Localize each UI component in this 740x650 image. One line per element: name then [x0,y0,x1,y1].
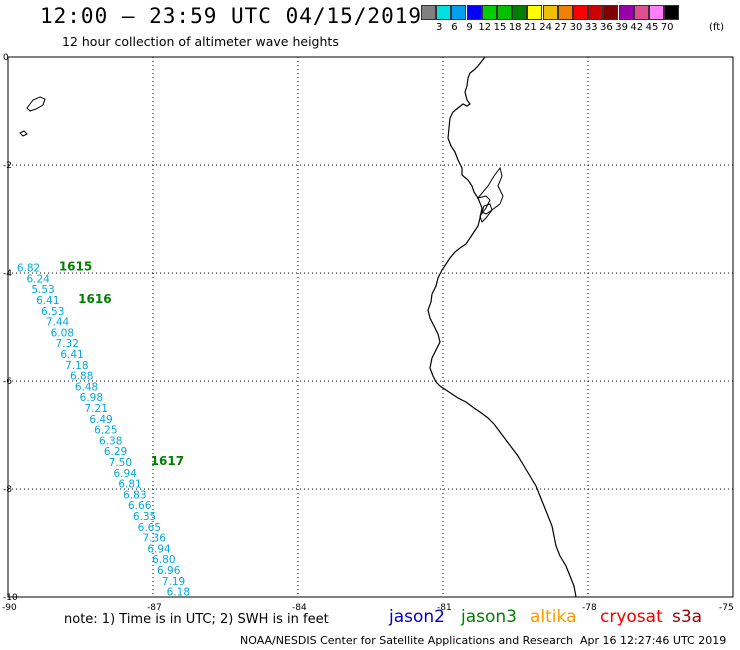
galapagos-island [26,96,46,112]
lat-tick-label: -4 [3,269,12,279]
coastline [427,56,577,598]
swh-value-label: 6.80 [152,554,175,566]
scale-label: 18 [508,22,522,33]
swh-value-label: 6.48 [75,381,98,393]
scale-swatch [618,5,634,20]
pass-time-label: 1615 [59,260,92,274]
scale-label: 30 [569,22,583,33]
lat-tick-label: -2 [3,161,12,171]
pass-time-label: 1616 [78,292,111,306]
scale-swatch [664,5,680,20]
lon-tick-label: -75 [719,603,734,613]
swh-value-label: 7.21 [85,403,108,415]
swh-value-label: 6.18 [167,587,190,599]
scale-swatch [497,5,512,20]
swh-value-label: 7.36 [143,533,167,545]
scale-label: 6 [451,22,458,33]
scale-label: 33 [584,22,598,33]
swh-value-label: 7.18 [65,360,88,372]
lat-tick-label: 0 [3,53,9,63]
scale-swatch [557,5,573,20]
swh-value-label: 6.88 [70,371,93,383]
map-title: 12:00 — 23:59 UTC 04/15/2019 [40,4,423,28]
swh-value-label: 6.81 [118,479,141,491]
plot-frame [7,56,734,598]
scale-label: 36 [600,22,613,33]
scale-label: 70 [660,22,674,33]
swh-value-label: 6.65 [138,522,161,534]
swh-value-label: 6.24 [27,273,51,285]
scale-label: 24 [539,22,552,33]
swh-value-label: 6.35 [133,511,156,523]
lat-tick-label: -10 [3,593,18,603]
scale-label: 21 [524,22,537,33]
lat-tick-label: -6 [3,377,12,387]
swh-value-label: 6.94 [147,543,171,555]
swh-value-label: 6.98 [80,392,103,404]
swh-value-label: 5.53 [31,284,54,296]
island-shape [481,203,493,215]
scale-swatch [649,5,664,20]
scale-label: 12 [478,22,492,33]
scale-swatch [588,5,604,20]
map-subtitle: 12 hour collection of altimeter wave hei… [62,34,339,49]
swh-value-label: 6.82 [17,263,40,275]
lon-tick-label: -84 [292,603,307,613]
gulf-coastline [476,166,504,223]
scale-swatch [573,5,588,20]
scale-swatch [633,5,649,20]
lat-tick-label: -8 [3,485,12,495]
scale-label: 3 [436,22,443,33]
swh-value-label: 6.08 [51,327,74,339]
swh-value-label: 6.96 [157,565,181,577]
lon-tick-label: -90 [2,603,17,613]
swh-value-label: 6.38 [99,435,122,447]
credit-text: NOAA/NESDIS Center for Satellite Applica… [240,634,574,647]
scale-swatch [542,5,558,20]
lon-tick-label: -87 [147,603,162,613]
scale-label: 9 [466,22,473,33]
swh-value-label: 7.50 [109,457,132,469]
scale-label: 27 [554,22,568,33]
swh-value-label: 6.66 [128,500,152,512]
scale-swatch [451,5,467,20]
color-scale-unit: (ft) [709,22,725,33]
pass-time-label: 1617 [151,454,184,468]
scale-swatch [512,5,528,20]
scale-swatch [421,5,436,20]
satellite-label-altika: altika [530,607,577,627]
swh-value-label: 6.53 [41,306,64,318]
swh-value-label: 6.41 [36,295,59,307]
scale-swatch [603,5,619,20]
galapagos-island [19,130,28,137]
scale-label: 39 [615,22,628,33]
generation-timestamp: Apr 16 12:27:46 UTC 2019 [580,634,727,647]
satellite-label-cryosat: cryosat [600,607,663,627]
swh-value-label: 6.41 [60,349,83,361]
swh-value-label: 6.94 [114,468,138,480]
swh-value-label: 6.83 [123,489,146,501]
satellite-label-jason2: jason2 [389,607,445,627]
scale-label: 15 [493,22,507,33]
swh-value-label: 6.29 [104,446,127,458]
scale-swatch [466,5,482,20]
scale-label: 42 [630,22,644,33]
note-text: note: 1) Time is in UTC; 2) SWH is in fe… [64,612,329,627]
scale-swatch [481,5,497,20]
scale-swatch [527,5,543,20]
swh-value-label: 7.19 [162,576,185,588]
swh-value-label: 7.44 [46,317,70,329]
swh-value-label: 6.25 [94,425,117,437]
swh-value-label: 7.32 [56,338,79,350]
satellite-label-s3a: s3a [672,607,703,627]
satellite-label-jason3: jason3 [461,607,517,627]
lon-tick-label: -81 [437,603,452,613]
swh-value-label: 6.49 [89,414,112,426]
lon-tick-label: -78 [582,603,597,613]
scale-swatch [436,5,452,20]
scale-label: 45 [645,22,659,33]
